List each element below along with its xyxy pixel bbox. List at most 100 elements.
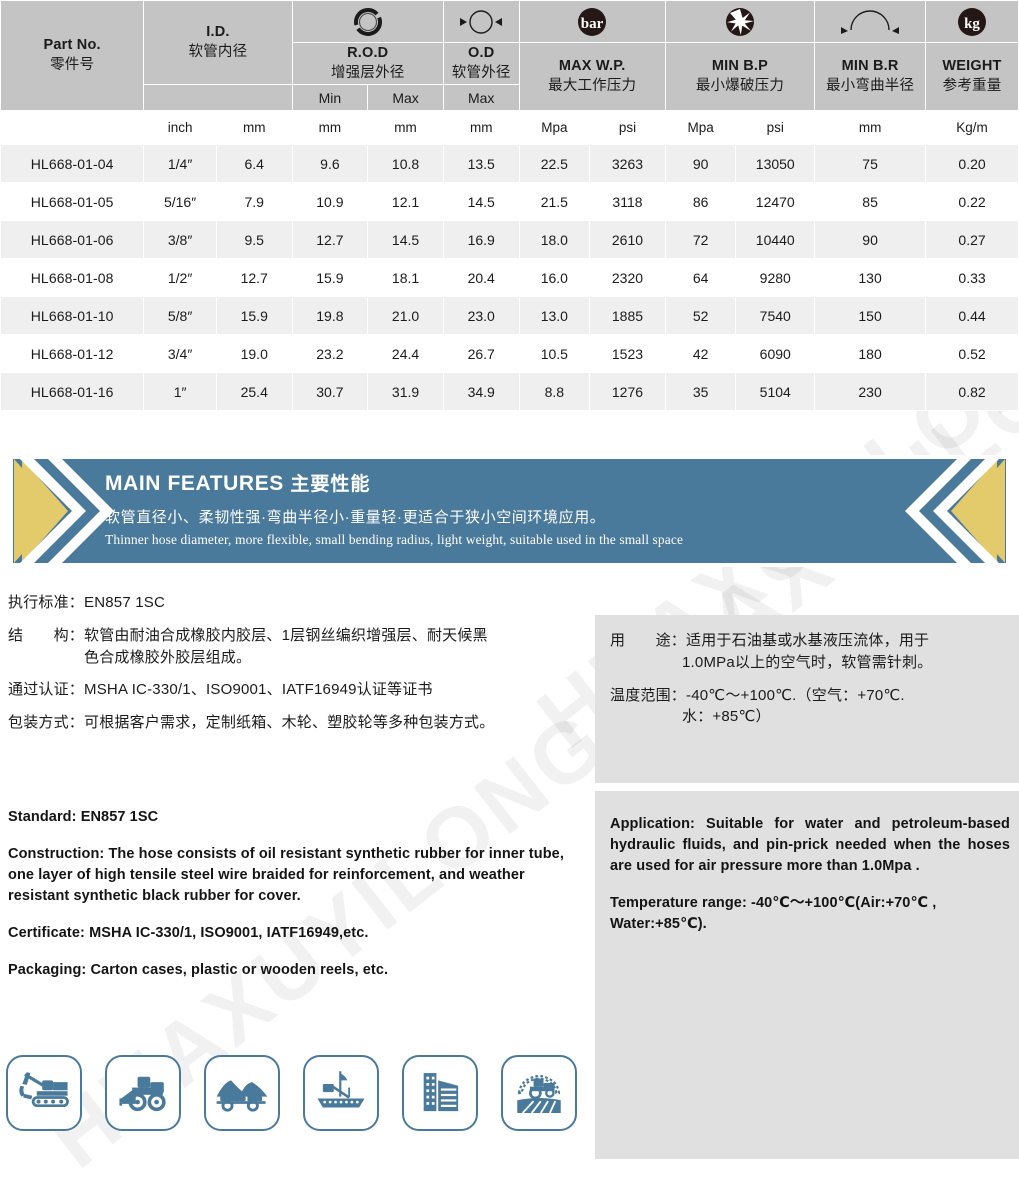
- cell-od-max: 13.5: [442, 144, 520, 184]
- header-id: I.D. 软管内径: [143, 0, 293, 86]
- header-min-bp-en: MIN B.P: [711, 58, 769, 74]
- table-row: HL668-01-06 3/8″ 9.5 12.7 14.5 16.9 18.0 2610 72…: [0, 220, 1019, 260]
- cell-wp-psi: 2320: [589, 258, 666, 298]
- header-id-en: I.D.: [206, 24, 230, 40]
- cn-construction-line1: 软管由耐油合成橡胶内胶层、1层钢丝编织增强层、耐天候黑: [84, 626, 488, 644]
- cell-id-mm: 19.0: [215, 334, 293, 374]
- header-min-br-en: MIN B.R: [841, 58, 899, 74]
- outer-diameter-icon: [460, 9, 503, 34]
- cell-id-mm: 6.4: [215, 144, 293, 184]
- cn-construction-row: 结 构：软管由耐油合成橡胶内胶层、1层钢丝编织增强层、耐天候黑 色合成橡胶外胶层…: [8, 625, 588, 669]
- reinforcement-od-icon-cell: [291, 0, 444, 43]
- dump-truck-icon: [204, 1055, 280, 1131]
- header-units-row: inch mm mm mm mm Mpa psi Mpa psi mm Kg/m: [0, 110, 1019, 146]
- cell-id-inch: 3/4″: [143, 334, 217, 374]
- cell-br-mm: 75: [814, 144, 927, 184]
- building-icon: [402, 1055, 478, 1131]
- cell-part-no: HL668-01-06: [0, 220, 145, 260]
- unit-part-no: [0, 110, 145, 146]
- header-min-bp: MIN B.P 最小爆破压力: [664, 41, 816, 112]
- header-icon-row: Part No. 零件号 I.D. 软管内径: [0, 0, 1019, 112]
- cell-wp-psi: 1276: [589, 372, 666, 412]
- header-od-cn: 软管外径: [451, 64, 511, 81]
- cn-application-line2: 1.0MPa以上的空气时，软管需针刺。: [682, 653, 933, 671]
- unit-bp-mpa: Mpa: [664, 110, 737, 146]
- en-application: Application: Suitable for water and petr…: [610, 816, 1010, 875]
- cn-packaging-row: 包装方式：可根据客户需求，定制纸箱、木轮、塑胶轮等多种包装方式。: [8, 712, 588, 734]
- application-icons: [6, 1055, 577, 1131]
- cell-bp-mpa: 90: [664, 144, 737, 184]
- banner-shape: [0, 455, 1019, 567]
- cn-temperature-line1: -40℃～+100℃.（空气：+70℃.: [686, 686, 905, 704]
- cell-weight: 0.44: [925, 296, 1019, 336]
- cell-rod-min: 23.2: [291, 334, 369, 374]
- cell-weight: 0.27: [925, 220, 1019, 260]
- cn-certificate-row: 通过认证：MSHA IC-330/1、ISO9001、IATF16949认证等证…: [8, 679, 588, 701]
- en-packaging: Packaging: Carton cases, plastic or wood…: [8, 961, 389, 978]
- header-part-no-cn: 零件号: [50, 56, 95, 73]
- cell-id-mm: 7.9: [215, 182, 293, 222]
- cell-rod-max: 31.9: [367, 372, 444, 412]
- cell-rod-min: 30.7: [291, 372, 369, 412]
- header-rod-max: Max: [367, 84, 444, 112]
- banner-title-cn: 主要性能: [290, 474, 371, 495]
- cn-standard-value: EN857 1SC: [84, 594, 166, 611]
- cell-br-mm: 85: [814, 182, 927, 222]
- cell-weight: 0.33: [925, 258, 1019, 298]
- en-certificate: Certificate: MSHA IC-330/1, ISO9001, IAT…: [8, 924, 369, 941]
- table-row: HL668-01-08 1/2″ 12.7 15.9 18.1 20.4 16.0 2320 6…: [0, 258, 1019, 298]
- cell-rod-max: 24.4: [367, 334, 444, 374]
- banner-feature-en: Thinner hose diameter, more flexible, sm…: [105, 532, 684, 547]
- burst-star-icon-cell: [664, 0, 816, 43]
- table-row: HL668-01-16 1″ 25.4 30.7 31.9 34.9 8.8 1276 35 51…: [0, 372, 1019, 412]
- unit-rod-min: mm: [291, 110, 369, 146]
- cell-rod-max: 10.8: [367, 144, 444, 184]
- burst-star-icon: [725, 7, 754, 36]
- header-min-br: MIN B.R 最小弯曲半径: [814, 41, 927, 112]
- en-temperature: Temperature range: -40℃～+100℃(Air:+70℃ ,…: [610, 895, 937, 933]
- cell-od-max: 34.9: [442, 372, 520, 412]
- svg-text:bar: bar: [581, 16, 604, 32]
- cell-id-inch: 3/8″: [143, 220, 217, 260]
- header-weight-cn: 参考重量: [942, 77, 1002, 94]
- cn-construction-line2: 色合成橡胶外胶层组成。: [84, 648, 252, 666]
- cell-id-mm: 12.7: [215, 258, 293, 298]
- cell-id-inch: 5/16″: [143, 182, 217, 222]
- banner-title-en: MAIN FEATURES: [105, 472, 284, 495]
- header-rod-cn: 增强层外径: [330, 64, 405, 81]
- cell-rod-max: 18.1: [367, 258, 444, 298]
- cn-application-row: 用 途：适用于石油基或水基液压流体，用于 1.0MPa以上的空气时，软管需针刺。: [610, 630, 1010, 674]
- cn-packaging-value: 可根据客户需求，定制纸箱、木轮、塑胶轮等多种包装方式。: [84, 714, 495, 731]
- bend-radius-icon: [841, 9, 900, 34]
- cell-part-no: HL668-01-04: [0, 144, 145, 184]
- cell-br-mm: 230: [814, 372, 927, 412]
- svg-text:kg: kg: [964, 16, 980, 32]
- bend-radius-icon-cell: [814, 0, 927, 43]
- cell-od-max: 20.4: [442, 258, 520, 298]
- cn-construction-label: 结 构：: [8, 626, 85, 644]
- cell-bp-psi: 5104: [735, 372, 816, 412]
- en-standard: Standard: EN857 1SC: [8, 808, 159, 825]
- cn-application-line1: 适用于石油基或水基液压流体，用于: [686, 632, 930, 649]
- cell-id-inch: 1/4″: [143, 144, 217, 184]
- header-max-wp-cn: 最大工作压力: [548, 77, 637, 94]
- cell-bp-mpa: 42: [664, 334, 737, 374]
- cell-wp-mpa: 16.0: [518, 258, 591, 298]
- header-id-cn: 软管内径: [188, 43, 248, 60]
- cell-id-mm: 15.9: [215, 296, 293, 336]
- cn-certificate-label: 通过认证：: [8, 681, 85, 699]
- cell-id-inch: 1/2″: [143, 258, 217, 298]
- kg-weight-icon: kg: [958, 7, 987, 36]
- table-row: HL668-01-05 5/16″ 7.9 10.9 12.1 14.5 21.5 3118 8…: [0, 182, 1019, 222]
- cell-wp-psi: 3263: [589, 144, 666, 184]
- header-min-br-cn: 最小弯曲半径: [825, 77, 915, 94]
- unit-br-mm: mm: [814, 110, 927, 146]
- cell-weight: 0.22: [925, 182, 1019, 222]
- cell-bp-psi: 10440: [735, 220, 816, 260]
- cell-id-inch: 5/8″: [143, 296, 217, 336]
- cell-wp-mpa: 13.0: [518, 296, 591, 336]
- cell-part-no: HL668-01-12: [0, 334, 145, 374]
- cell-part-no: HL668-01-05: [0, 182, 145, 222]
- cell-bp-mpa: 35: [664, 372, 737, 412]
- table-row: HL668-01-04 1/4″ 6.4 9.6 10.8 13.5 22.5 3263 90 1…: [0, 144, 1019, 184]
